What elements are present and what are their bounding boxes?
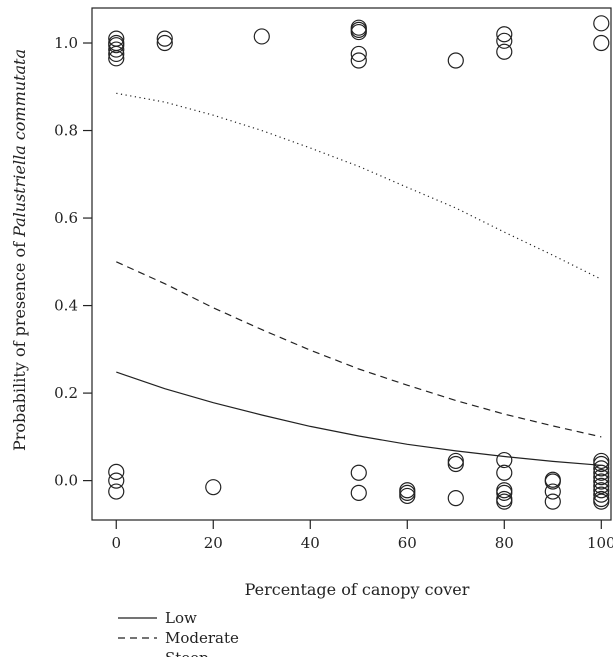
data-point [496, 464, 513, 481]
data-point [593, 452, 610, 470]
y-tick-label: 0.6 [54, 209, 78, 227]
x-tick-label: 0 [111, 534, 121, 552]
data-point [108, 50, 125, 67]
data-point [156, 30, 173, 47]
data-point [108, 37, 125, 54]
data-point [496, 493, 513, 510]
plot-frame [91, 7, 612, 521]
x-tick-label: 60 [398, 534, 417, 552]
data-points [108, 15, 610, 510]
data-point [156, 34, 173, 52]
data-point [399, 484, 416, 501]
y-tick-label: 1.0 [54, 34, 78, 52]
data-point [350, 52, 367, 69]
data-point [350, 45, 367, 63]
y-axis-label-prefix: Probability of presence of [10, 237, 29, 451]
data-point [593, 482, 610, 499]
data-point [108, 472, 125, 489]
data-point [447, 52, 464, 69]
data-point [593, 455, 610, 473]
legend-label-moderate: Moderate [165, 629, 239, 647]
legend-label-steep: Steep [165, 649, 209, 657]
y-axis-label-species: Palustriella commutata [10, 49, 29, 238]
data-point [593, 15, 610, 32]
data-point [496, 451, 513, 469]
plot-area [91, 7, 612, 521]
data-point [447, 490, 464, 507]
data-point [496, 484, 513, 501]
y-tick-label: 0.8 [54, 122, 78, 140]
legend: Low Moderate Steep [118, 609, 239, 657]
data-point [350, 484, 367, 501]
x-axis: 0 20 40 60 80 100 [111, 520, 613, 552]
data-point [108, 45, 125, 63]
data-point [544, 483, 561, 500]
series-line-moderate [116, 261, 602, 438]
y-tick-label: 0.0 [54, 472, 78, 490]
data-point [350, 464, 367, 481]
data-point [593, 460, 610, 477]
data-point [108, 41, 125, 58]
data-point [593, 469, 610, 486]
data-point [496, 43, 513, 60]
x-tick-label: 20 [204, 534, 223, 552]
series-line-low [116, 371, 602, 466]
data-point [205, 479, 222, 496]
y-axis-label: Probability of presence of Palustriella … [10, 49, 29, 451]
x-axis-label: Percentage of canopy cover [245, 580, 470, 599]
data-point [108, 483, 125, 500]
y-axis: 0.0 0.2 0.4 0.6 0.8 1.0 [54, 34, 92, 490]
data-point [496, 32, 513, 49]
y-tick-label: 0.2 [54, 384, 78, 402]
data-point [544, 473, 561, 490]
data-point [593, 34, 610, 52]
y-tick-label: 0.4 [54, 297, 78, 315]
data-point [593, 493, 610, 510]
series-line-steep [116, 92, 602, 280]
data-point [108, 463, 125, 480]
x-tick-label: 40 [301, 534, 320, 552]
data-point [593, 473, 610, 490]
data-point [350, 23, 367, 41]
data-point [253, 28, 270, 45]
data-point [593, 486, 610, 503]
data-point [593, 477, 610, 494]
x-tick-label: 80 [495, 534, 514, 552]
series-lines [116, 92, 602, 466]
data-point [544, 493, 561, 510]
data-point [447, 455, 464, 473]
data-point [496, 26, 513, 43]
x-tick-label: 100 [587, 534, 613, 552]
legend-label-low: Low [165, 609, 197, 627]
data-point [447, 452, 464, 470]
data-point [399, 487, 416, 505]
